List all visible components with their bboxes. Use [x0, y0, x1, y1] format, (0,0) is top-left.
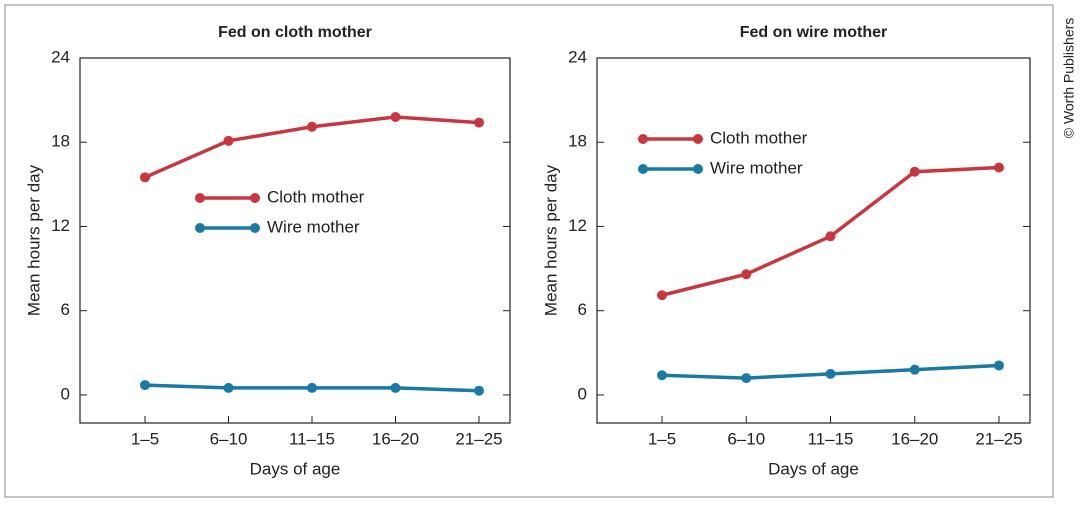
- data-point: [657, 290, 667, 301]
- y-tick-label: 0: [578, 384, 587, 403]
- data-point: [994, 360, 1004, 371]
- y-tick-label: 24: [568, 47, 587, 66]
- plot-area: [79, 57, 511, 424]
- y-tick-label: 12: [568, 216, 587, 235]
- x-tick-label: 11–15: [807, 429, 853, 448]
- frame: [4, 4, 1054, 498]
- data-point: [140, 380, 150, 391]
- y-tick-label: 12: [51, 216, 70, 235]
- data-point: [909, 166, 920, 177]
- data-point: [741, 373, 752, 384]
- y-tick-label: 6: [578, 300, 587, 319]
- x-tick-label: 11–15: [289, 429, 335, 448]
- data-point: [390, 111, 401, 122]
- data-point: [223, 382, 234, 393]
- data-point: [994, 162, 1004, 173]
- legend-dot: [250, 193, 260, 203]
- data-point: [909, 364, 920, 375]
- x-tick-label: 21–25: [455, 429, 502, 448]
- legend-dot: [250, 223, 260, 233]
- data-point: [657, 370, 667, 381]
- y-tick-label: 18: [51, 132, 70, 151]
- data-point: [474, 117, 484, 128]
- x-tick-label: 6–10: [210, 429, 248, 448]
- legend-dot: [693, 164, 703, 174]
- y-tick-label: 24: [51, 47, 70, 66]
- legend-label: Cloth mother: [710, 128, 808, 147]
- data-point: [223, 135, 234, 146]
- x-axis-label: Days of age: [768, 459, 859, 478]
- x-tick-label: 6–10: [727, 429, 765, 448]
- legend-label: Cloth mother: [267, 187, 365, 206]
- x-axis-label: Days of age: [250, 459, 341, 478]
- y-axis-label: Mean hours per day: [541, 164, 560, 316]
- legend-dot: [693, 134, 703, 144]
- y-tick-label: 0: [61, 384, 70, 403]
- x-tick-label: 21–25: [975, 429, 1022, 448]
- legend-label: Wire mother: [267, 217, 360, 236]
- data-point: [741, 269, 752, 280]
- y-tick-label: 6: [61, 300, 70, 319]
- plot-area: [596, 57, 1031, 424]
- x-tick-label: 1–5: [131, 429, 159, 448]
- x-tick-label: 16–20: [372, 429, 419, 448]
- legend-dot: [195, 193, 205, 203]
- data-point: [390, 382, 401, 393]
- data-point: [307, 121, 317, 132]
- data-point: [825, 368, 836, 379]
- y-axis-label: Mean hours per day: [24, 164, 43, 316]
- legend-dot: [195, 223, 205, 233]
- data-point: [140, 172, 150, 183]
- legend-label: Wire mother: [710, 158, 803, 177]
- chart-title: Fed on wire mother: [740, 24, 888, 41]
- y-tick-label: 18: [568, 132, 587, 151]
- x-tick-label: 16–20: [891, 429, 938, 448]
- legend-dot: [638, 134, 648, 144]
- x-tick-label: 1–5: [648, 429, 676, 448]
- credit: © Worth Publishers: [1061, 18, 1077, 139]
- data-point: [307, 382, 317, 393]
- chart-title: Fed on cloth mother: [218, 24, 372, 41]
- data-point: [474, 385, 484, 396]
- legend-dot: [638, 164, 648, 174]
- data-point: [825, 231, 836, 242]
